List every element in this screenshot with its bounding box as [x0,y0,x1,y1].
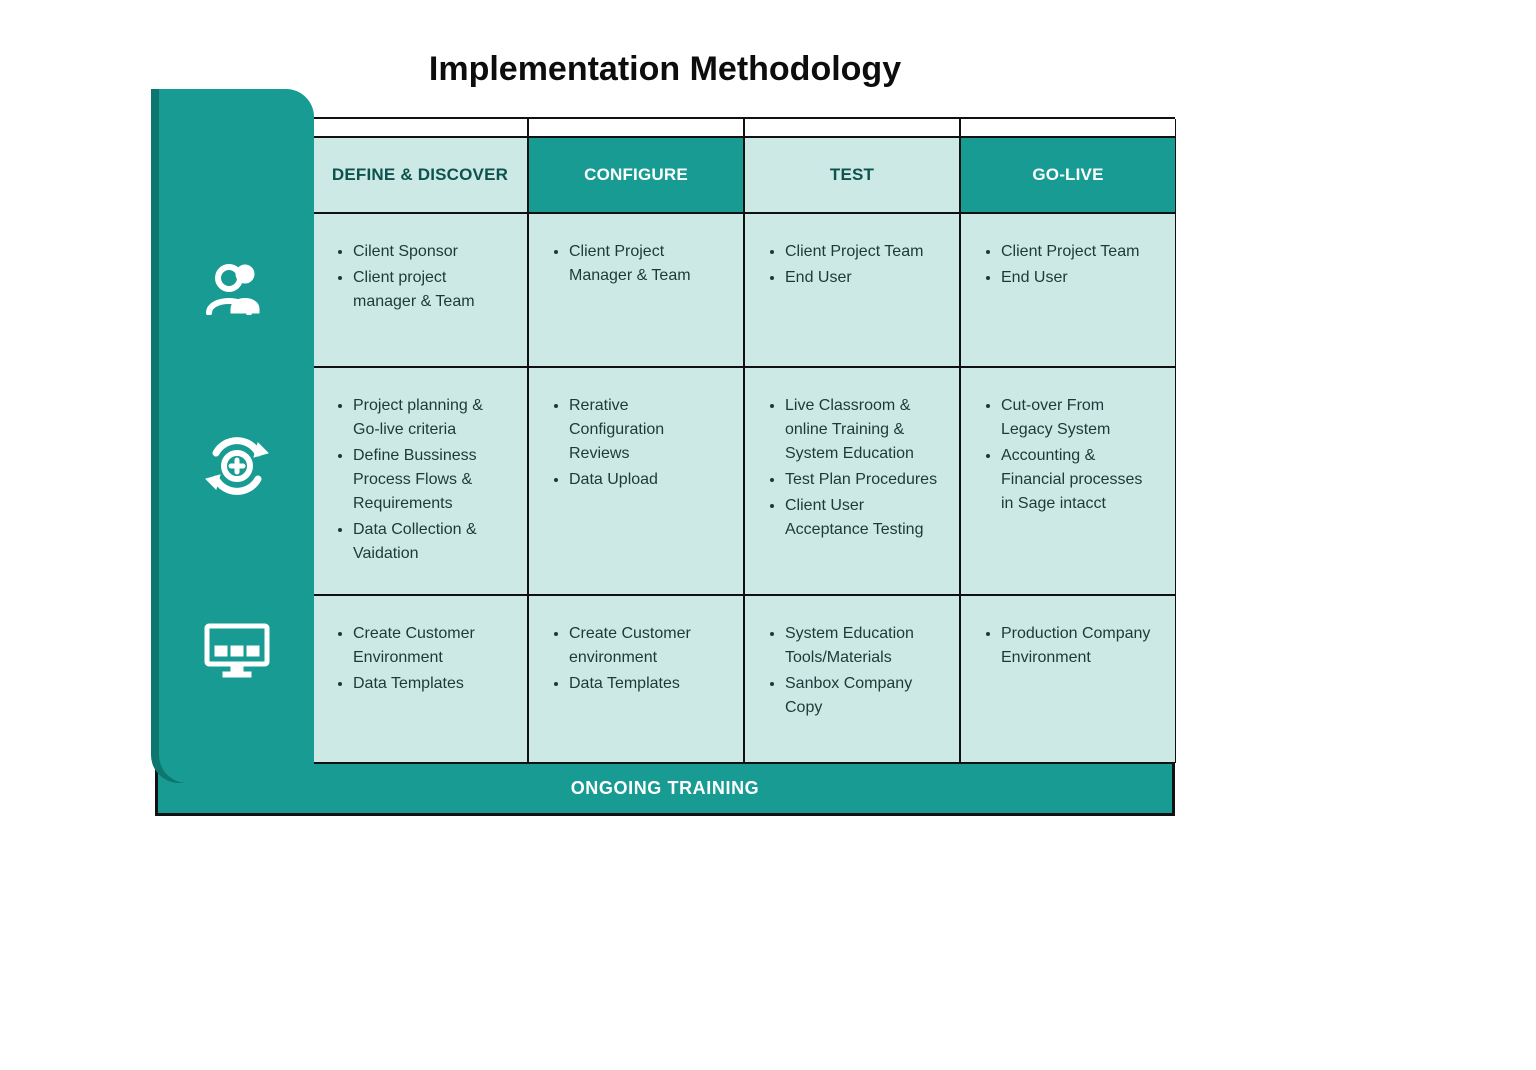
row-icon-tab [159,89,314,783]
list-item: Client Project Team [785,240,941,264]
cell-process-configure: Rerative Configuration ReviewsData Uploa… [528,367,744,595]
phase-label: DEFINE & DISCOVER [332,165,508,185]
list-item: Client User Acceptance Testing [785,494,941,542]
phase-header-golive: GO-LIVE [960,137,1176,213]
list-item: Define Bussiness Process Flows & Require… [353,444,509,516]
list-item: End User [785,266,941,290]
cell-people-define: Cilent SponsorClient project manager & T… [312,213,528,367]
list-item: Create Customer Environment [353,622,509,670]
list-item: Data Templates [569,672,725,696]
cell-people-configure: Client Project Manager & Team [528,213,744,367]
methodology-table: DEFINE & DISCOVER CONFIGURE TEST GO-LIVE… [155,117,1175,816]
cell-people-golive: Client Project TeamEnd User [960,213,1176,367]
list-item: Cilent Sponsor [353,240,509,264]
cell-env-configure: Create Customer environmentData Template… [528,595,744,763]
cell-env-test: System Education Tools/MaterialsSanbox C… [744,595,960,763]
list-item: Project planning & Go-live criteria [353,394,509,442]
list-item: End User [1001,266,1157,290]
cell-process-test: Live Classroom & online Training & Syste… [744,367,960,595]
list-item: Create Customer environment [569,622,725,670]
people-icon [159,211,314,365]
phase-label: GO-LIVE [1032,165,1103,185]
tab-header-spacer [159,89,314,211]
cell-env-golive: Production Company Environment [960,595,1176,763]
phase-header-test: TEST [744,137,960,213]
monitor-icon [159,567,314,735]
phase-label: TEST [830,165,874,185]
cell-env-define: Create Customer EnvironmentData Template… [312,595,528,763]
list-item: Client Project Team [1001,240,1157,264]
list-item: Data Upload [569,468,725,492]
list-item: Production Company Environment [1001,622,1157,670]
list-item: Accounting & Financial processes in Sage… [1001,444,1157,516]
phase-header-define: DEFINE & DISCOVER [312,137,528,213]
list-item: Rerative Configuration Reviews [569,394,725,466]
phase-label: CONFIGURE [584,165,688,185]
phase-header-configure: CONFIGURE [528,137,744,213]
cycle-plus-icon [159,365,314,567]
page-title: Implementation Methodology [155,50,1175,89]
list-item: Sanbox Company Copy [785,672,941,720]
list-item: Cut-over From Legacy System [1001,394,1157,442]
list-item: Client project manager & Team [353,266,509,314]
cell-process-define: Project planning & Go-live criteriaDefin… [312,367,528,595]
list-item: Data Templates [353,672,509,696]
cell-people-test: Client Project TeamEnd User [744,213,960,367]
list-item: Data Collection & Vaidation [353,518,509,566]
list-item: Live Classroom & online Training & Syste… [785,394,941,466]
list-item: Test Plan Procedures [785,468,941,492]
methodology-diagram: Implementation Methodology [155,50,1175,816]
cell-process-golive: Cut-over From Legacy SystemAccounting & … [960,367,1176,595]
list-item: System Education Tools/Materials [785,622,941,670]
list-item: Client Project Manager & Team [569,240,725,288]
